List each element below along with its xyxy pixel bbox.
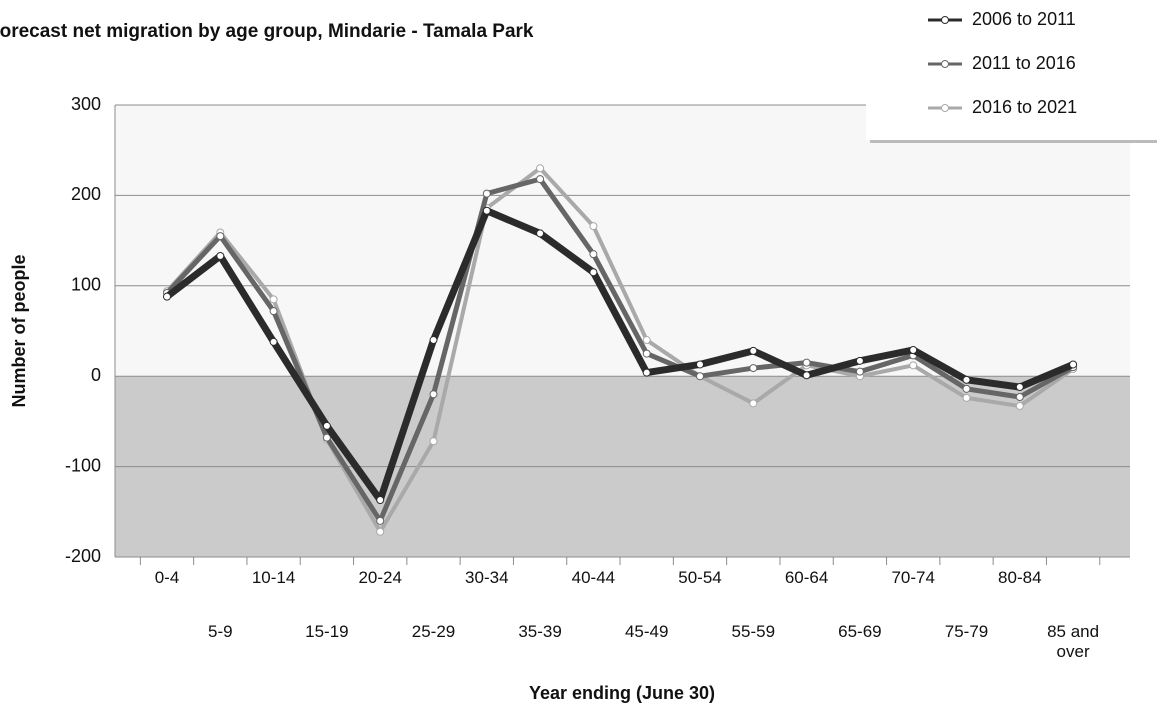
data-point [642, 368, 651, 377]
data-point [269, 295, 278, 304]
data-point [749, 364, 758, 373]
legend-marker [941, 16, 949, 24]
data-point [802, 371, 811, 380]
data-point [269, 307, 278, 316]
y-tick-label: -200 [65, 546, 101, 566]
data-point [376, 516, 385, 525]
data-point [802, 358, 811, 367]
data-point [642, 336, 651, 345]
x-tick-label: 60-64 [784, 568, 829, 587]
data-point [429, 390, 438, 399]
data-point [589, 268, 598, 277]
x-tick-label: 80-84 [998, 568, 1042, 587]
y-tick-label: -100 [65, 455, 101, 475]
legend-marker [941, 104, 949, 112]
data-point [536, 229, 545, 238]
data-point [482, 206, 491, 215]
data-point [1069, 360, 1078, 369]
data-point [216, 232, 225, 241]
x-axis-label: Year ending (June 30) [529, 683, 715, 703]
data-point [269, 337, 278, 346]
data-point [429, 437, 438, 446]
x-tick-label: 35-39 [518, 622, 562, 641]
y-tick-label: 300 [71, 94, 101, 114]
data-point [909, 345, 918, 354]
data-point [216, 251, 225, 260]
data-point [589, 250, 598, 259]
x-tick-label: 25-29 [411, 622, 456, 641]
x-tick-label: 10-14 [251, 568, 296, 587]
data-point [962, 384, 971, 393]
y-tick-label: 0 [91, 365, 101, 385]
y-tick-label: 100 [71, 275, 101, 295]
data-point [1015, 402, 1024, 411]
x-tick-label: 85 and over [1047, 622, 1100, 661]
data-point [696, 372, 704, 381]
data-point [589, 222, 598, 231]
data-point [482, 189, 491, 198]
x-tick-label: 70-74 [891, 568, 935, 587]
data-point [376, 527, 385, 536]
data-point [536, 164, 545, 173]
legend-marker [941, 60, 949, 68]
data-point [322, 433, 331, 442]
legend: 2006 to 2011 2011 to 2016 2016 to 2021 [866, 0, 1157, 143]
data-point [322, 421, 331, 430]
x-tick-label: 55-59 [731, 622, 776, 641]
legend-label: 2016 to 2021 [972, 97, 1077, 117]
series-line [164, 207, 1075, 504]
x-tick-label: 40-44 [571, 568, 616, 587]
legend-label: 2006 to 2011 [972, 9, 1076, 29]
data-point [749, 399, 758, 408]
data-point [749, 346, 758, 355]
data-point [536, 175, 545, 184]
x-tick-label: 50-54 [678, 568, 722, 587]
legend-label: 2011 to 2016 [972, 53, 1076, 73]
x-tick-label: 75-79 [944, 622, 989, 641]
x-tick-label: 0-4 [154, 568, 180, 587]
x-tick-label: 45-49 [624, 622, 669, 641]
x-tick-label: 15-19 [305, 622, 349, 641]
x-tick-label: 30-34 [465, 568, 509, 587]
data-point [163, 292, 171, 301]
data-point [909, 361, 918, 370]
data-point [962, 393, 971, 402]
chart-title: Forecast net migration by age group, Min… [0, 21, 534, 42]
data-point [642, 349, 651, 358]
data-point [376, 496, 385, 505]
x-tick-label: 65-69 [838, 622, 882, 641]
data-point [696, 360, 704, 369]
data-point [429, 336, 438, 345]
y-tick-label: 200 [71, 184, 101, 204]
data-point [1015, 392, 1024, 401]
data-point [1015, 383, 1024, 392]
legend-box [866, 0, 1157, 140]
data-point [962, 375, 971, 384]
data-point [855, 367, 864, 376]
data-point [855, 356, 864, 365]
x-tick-label: 5-9 [208, 622, 233, 641]
y-axis-label: Number of people [9, 254, 29, 407]
x-tick-label: 20-24 [358, 568, 402, 587]
